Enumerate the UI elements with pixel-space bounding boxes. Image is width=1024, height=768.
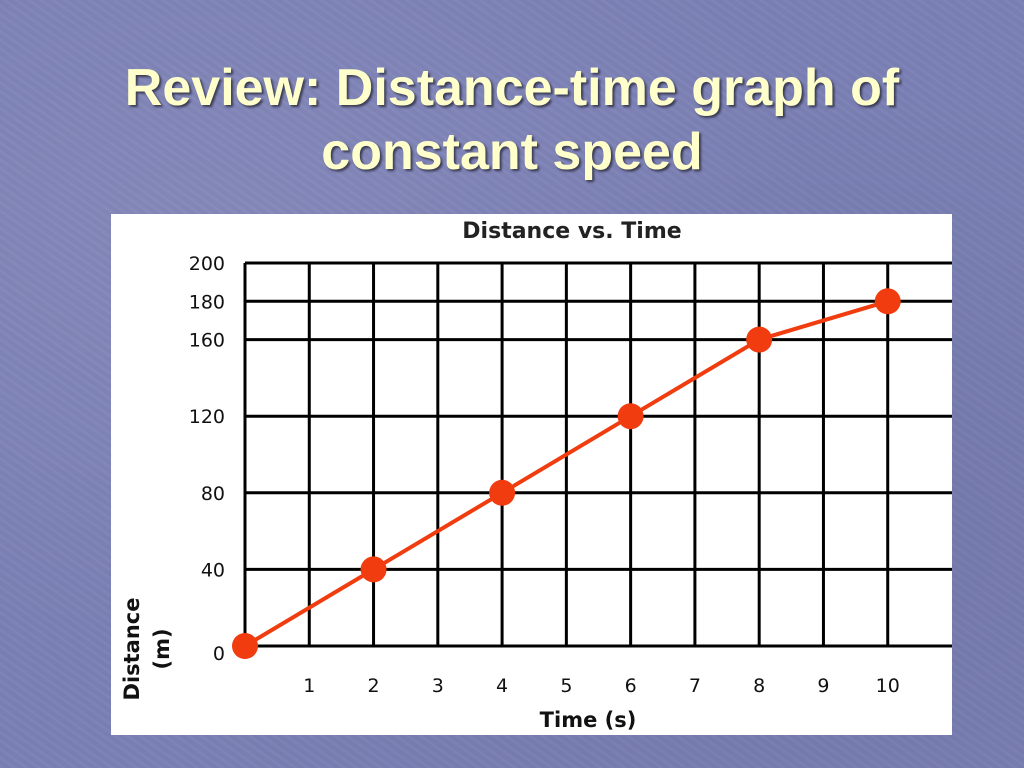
y-tick-label: 0 <box>213 643 225 665</box>
data-point <box>617 403 644 430</box>
chart-title: Distance vs. Time <box>462 219 681 244</box>
slide-title: Review: Distance-time graph of constant … <box>0 56 1024 184</box>
data-series <box>232 288 901 659</box>
x-tick-label: 9 <box>817 675 829 697</box>
x-tick-label: 3 <box>432 675 444 697</box>
x-axis-ticks: 1 2 3 4 5 6 7 8 9 10 <box>303 675 900 697</box>
distance-time-chart: Distance vs. Time 0 40 80 120 160 180 200 1 2 3 4… <box>120 219 952 732</box>
x-axis-label: Time (s) <box>540 708 637 732</box>
slide-title-line-2: constant speed <box>321 123 703 181</box>
x-tick-label: 1 <box>303 675 315 697</box>
y-tick-label: 200 <box>189 253 225 275</box>
series-line <box>243 299 889 648</box>
y-tick-label: 120 <box>189 406 225 428</box>
x-tick-label: 8 <box>753 675 765 697</box>
chart-panel: Distance vs. Time 0 40 80 120 160 180 200 1 2 3 4… <box>111 214 952 735</box>
y-axis-unit: (m) <box>150 628 174 669</box>
data-point <box>360 556 387 583</box>
x-tick-label: 7 <box>689 675 701 697</box>
y-axis-label-line-1: Distance <box>120 598 144 701</box>
x-tick-label: 4 <box>496 675 508 697</box>
y-tick-label: 180 <box>189 291 225 313</box>
y-tick-label: 160 <box>189 330 225 352</box>
data-point <box>232 633 258 659</box>
x-tick-label: 6 <box>625 675 637 697</box>
chart-grid <box>243 261 952 648</box>
data-point <box>746 326 773 353</box>
y-tick-label: 80 <box>201 483 225 505</box>
data-point <box>874 288 901 315</box>
y-axis-label-line-2: (m) <box>150 628 174 669</box>
x-tick-label: 5 <box>560 675 572 697</box>
x-tick-label: 10 <box>876 675 900 697</box>
y-axis-ticks: 0 40 80 120 160 180 200 <box>189 253 225 665</box>
slide-title-line-1: Review: Distance-time graph of <box>124 59 900 117</box>
data-point <box>489 479 516 506</box>
y-tick-label: 40 <box>201 559 225 581</box>
y-axis-label: Distance <box>120 598 144 701</box>
x-tick-label: 2 <box>367 675 379 697</box>
